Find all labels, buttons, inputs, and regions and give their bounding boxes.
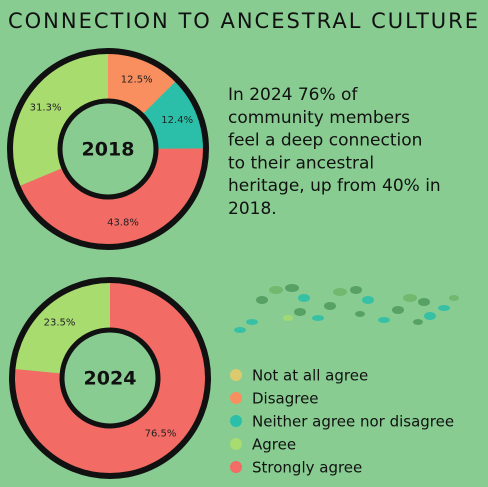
summary-line: In 2024 76% of [228, 85, 358, 105]
center-label: 2024 [84, 368, 137, 390]
donut-inner-ring [59, 327, 161, 429]
donut-inner-ring [57, 98, 159, 200]
legend-swatch [230, 392, 242, 404]
donut-outer-ring [9, 277, 211, 479]
value-label: 12.4% [161, 115, 193, 126]
value-label: 23.5% [44, 318, 76, 329]
legend-label: Neither agree nor disagree [252, 413, 454, 431]
legend-swatch [230, 369, 242, 381]
legend-label: Not at all agree [252, 367, 368, 385]
summary-line: 2018. [228, 199, 277, 219]
title: CONNECTION TO ANCESTRAL CULTURE [8, 9, 480, 33]
donut-outer-ring [7, 48, 209, 250]
donut-slice [12, 280, 110, 374]
donut-slice [11, 280, 208, 476]
legend-label: Disagree [252, 390, 319, 408]
center-label: 2018 [82, 139, 135, 161]
legend-swatch [230, 438, 242, 450]
legend-swatch [230, 415, 242, 427]
summary-line: heritage, up from 40% in [228, 176, 441, 196]
value-label: 12.5% [121, 75, 153, 86]
legend-label: Agree [252, 436, 296, 454]
legend-label: Strongly agree [252, 459, 362, 477]
decoration [234, 284, 459, 333]
value-label: 76.5% [145, 428, 177, 439]
summary-line: feel a deep connection [228, 131, 422, 151]
value-label: 43.8% [107, 217, 139, 228]
summary-line: to their ancestral [228, 153, 374, 173]
value-label: 31.3% [30, 102, 62, 113]
legend-swatch [230, 461, 242, 473]
summary-line: community members [228, 108, 410, 128]
